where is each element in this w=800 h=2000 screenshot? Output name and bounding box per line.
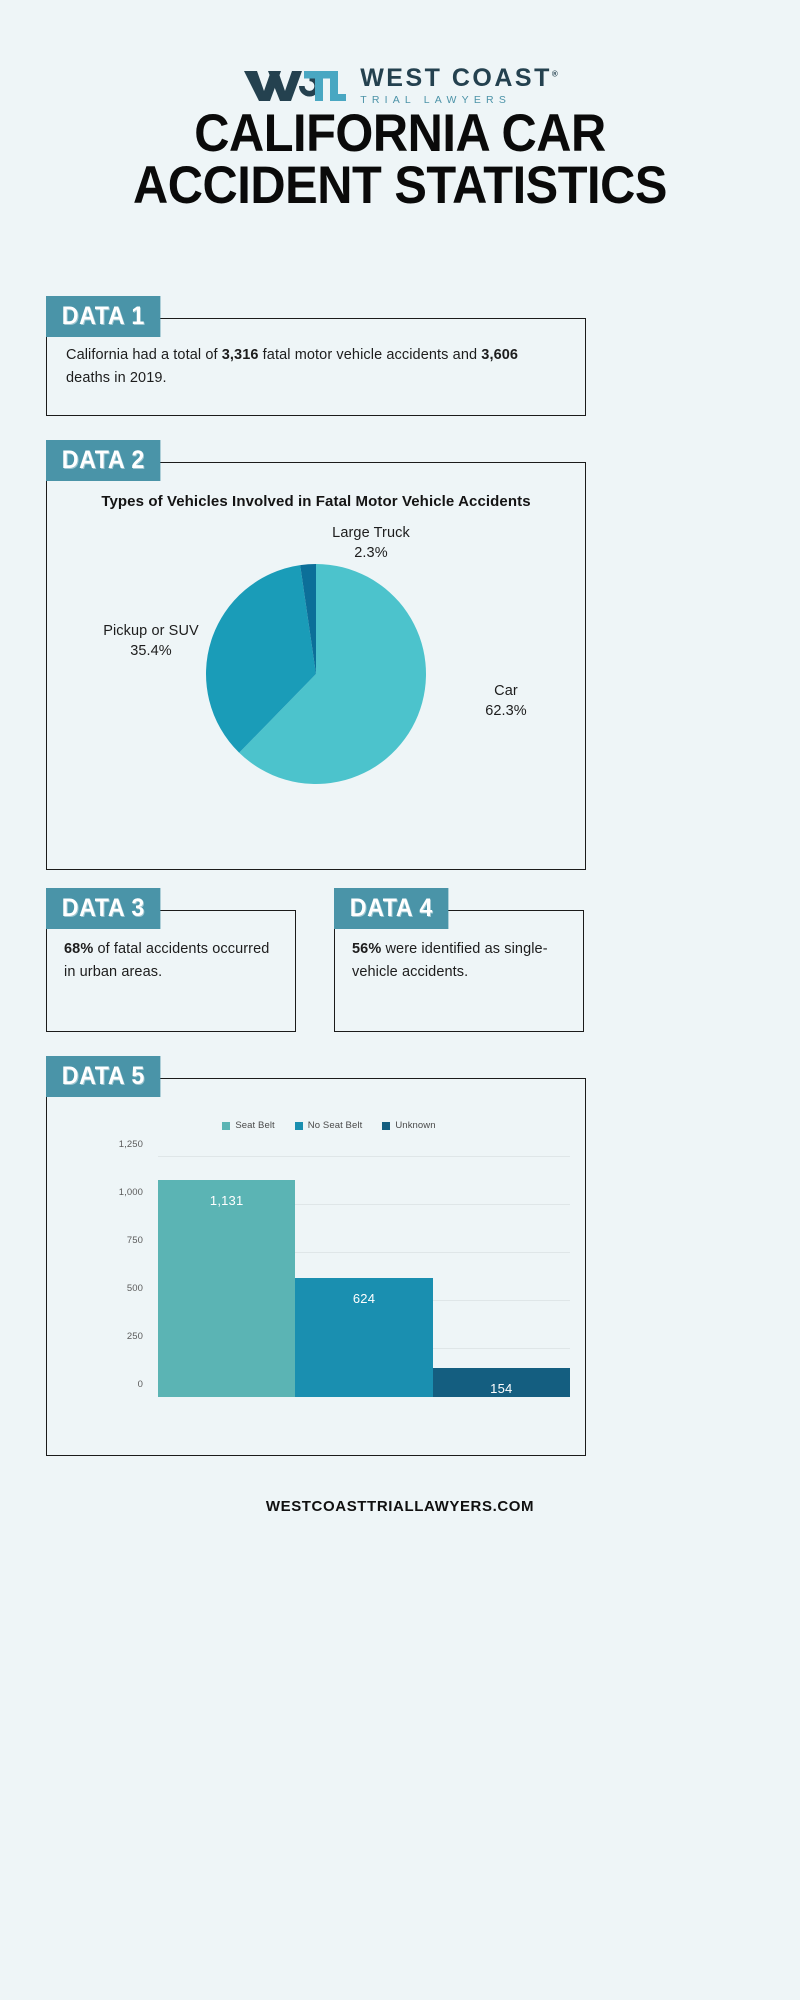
legend-swatch-icon bbox=[382, 1121, 391, 1130]
pie-chart-svg bbox=[206, 564, 427, 785]
card-data-4: DATA 4 56% were identified as single-veh… bbox=[334, 888, 584, 1058]
pie-label-large-truck-value: 2.3% bbox=[354, 544, 388, 561]
legend-item-seat-belt[interactable]: Seat Belt bbox=[222, 1118, 275, 1133]
badge-data-1: DATA 1 bbox=[46, 296, 161, 337]
legend-swatch-icon bbox=[294, 1121, 303, 1130]
grid-line bbox=[158, 1252, 570, 1254]
y-axis-tick-label: 250 bbox=[126, 1331, 143, 1342]
pie-label-large-truck-name: Large Truck bbox=[332, 525, 410, 542]
pie-slice-pickup-or-suv bbox=[206, 565, 316, 754]
brand-name: WEST COAST® bbox=[360, 66, 558, 91]
bar-value-label: 154 bbox=[490, 1380, 513, 1396]
pie-chart-title: Types of Vehicles Involved in Fatal Moto… bbox=[101, 493, 531, 510]
brand-tagline: TRIAL LAWYERS bbox=[360, 94, 512, 107]
card-data-2-body: Types of Vehicles Involved in Fatal Moto… bbox=[46, 490, 586, 824]
card-frame bbox=[46, 462, 586, 870]
pie-label-car: Car 62.3% bbox=[446, 682, 566, 721]
pie-chart: Large Truck 2.3% Pickup or SUV 35.4% Car… bbox=[46, 524, 586, 824]
pie-label-car-name: Car bbox=[494, 683, 518, 700]
badge-data-2: DATA 2 bbox=[46, 440, 161, 481]
pie-label-pickup-or-suv-value: 35.4% bbox=[130, 642, 172, 659]
badge-data-4: DATA 4 bbox=[334, 888, 449, 929]
legend-label: Unknown bbox=[395, 1120, 436, 1131]
brand-wordmark: WEST COAST® TRIAL LAWYERS bbox=[360, 66, 558, 106]
page-title-line-1: CALIFORNIA CAR bbox=[194, 104, 606, 163]
bar-value-label: 624 bbox=[352, 1290, 376, 1306]
card-data-5: DATA 5 Seat Belt No Seat Belt Unknown 1,25… bbox=[46, 1056, 586, 1456]
bar-value-label: 1,131 bbox=[209, 1193, 244, 1209]
y-axis-tick-label: 500 bbox=[126, 1283, 143, 1294]
y-axis-tick-label: 750 bbox=[126, 1235, 143, 1246]
legend-label: Seat Belt bbox=[235, 1120, 275, 1131]
grid-line bbox=[158, 1156, 570, 1158]
card-frame bbox=[334, 910, 584, 1032]
pie-label-large-truck: Large Truck 2.3% bbox=[291, 524, 451, 563]
card-frame bbox=[46, 910, 296, 1032]
bar-chart-legend: Seat Belt No Seat Belt Unknown bbox=[72, 1118, 586, 1133]
legend-label: No Seat Belt bbox=[307, 1120, 363, 1131]
y-axis-tick-label: 0 bbox=[137, 1379, 143, 1390]
legend-item-no-seat-belt[interactable]: No Seat Belt bbox=[294, 1118, 363, 1133]
pie-slice-large-truck bbox=[300, 564, 316, 675]
brand-name-text: WEST COAST bbox=[360, 64, 552, 93]
card-frame bbox=[46, 318, 586, 416]
pie-label-pickup-or-suv: Pickup or SUV 35.4% bbox=[66, 622, 236, 661]
bar-unknown[interactable]: 154 bbox=[432, 1367, 570, 1398]
legend-swatch-icon bbox=[222, 1121, 231, 1130]
card-data-1-text: California had a total of 3,316 fatal mo… bbox=[66, 347, 519, 387]
footer-url: WESTCOASTTRIALLAWYERS.COM bbox=[265, 1498, 535, 1515]
pie-label-car-value: 62.3% bbox=[485, 702, 527, 719]
brand-logo: WEST COAST® TRIAL LAWYERS bbox=[0, 0, 800, 105]
registered-mark-icon: ® bbox=[551, 69, 558, 79]
card-data-3-text: 68% of fatal accidents occurred in urban… bbox=[64, 941, 270, 981]
bar-no-seat-belt[interactable]: 624 bbox=[295, 1277, 433, 1398]
card-data-2: DATA 2 Types of Vehicles Involved in Fat… bbox=[46, 440, 586, 870]
legend-item-unknown[interactable]: Unknown bbox=[382, 1118, 436, 1133]
page-title-line-2: ACCIDENT STATISTICS bbox=[133, 155, 667, 215]
badge-data-3: DATA 3 bbox=[46, 888, 161, 929]
wctl-monogram-icon bbox=[244, 71, 347, 101]
pie-label-pickup-or-suv-name: Pickup or SUV bbox=[103, 623, 199, 640]
bar-chart: 1,250 1,000 750 500 250 0 1,131 624 154 bbox=[46, 1139, 586, 1423]
card-frame bbox=[46, 1078, 586, 1456]
grid-line bbox=[158, 1204, 570, 1206]
page-title: CALIFORNIA CAR ACCIDENT STATISTICS bbox=[32, 104, 768, 215]
card-data-3: DATA 3 68% of fatal accidents occurred i… bbox=[46, 888, 296, 1058]
y-axis-tick-label: 1,250 bbox=[118, 1139, 143, 1150]
pie-slice-car bbox=[239, 564, 427, 785]
card-data-4-text: 56% were identified as single-vehicle ac… bbox=[352, 941, 548, 981]
card-data-5-body: Seat Belt No Seat Belt Unknown 1,250 1,000 7… bbox=[46, 1096, 586, 1423]
badge-data-5: DATA 5 bbox=[46, 1056, 161, 1097]
y-axis-tick-label: 1,000 bbox=[118, 1187, 143, 1198]
bar-seat-belt[interactable]: 1,131 bbox=[158, 1180, 296, 1398]
card-data-1: DATA 1 California had a total of 3,316 f… bbox=[46, 296, 586, 416]
